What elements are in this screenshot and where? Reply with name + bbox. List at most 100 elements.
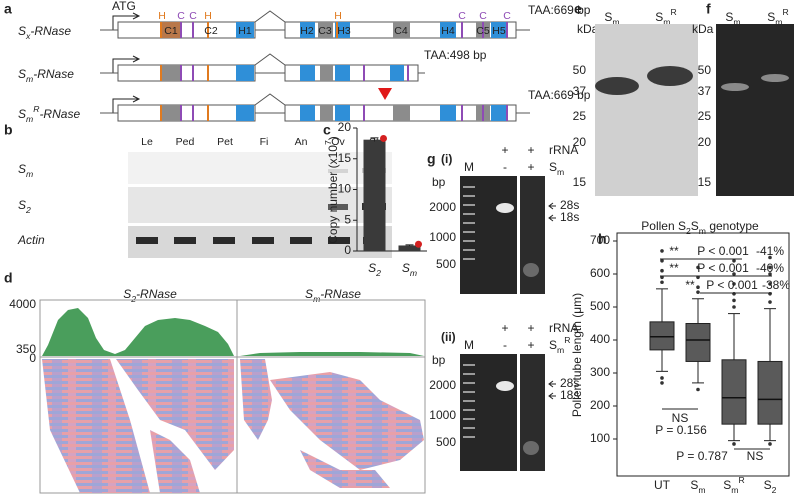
panel-label: a: [4, 1, 12, 17]
gel: [595, 24, 698, 196]
text-part: R: [738, 475, 744, 485]
lane-sign: -: [503, 338, 507, 352]
ladder-band: [463, 409, 475, 411]
point: [380, 134, 387, 142]
ladder-band: [463, 418, 475, 420]
coverage-label: 4000: [9, 297, 36, 311]
domain-label: C3: [318, 25, 332, 37]
marker-label: 500: [436, 257, 456, 271]
marker-label: 20: [573, 135, 587, 149]
plot-frame: [616, 232, 790, 477]
outlier: [732, 259, 736, 263]
y-tick-label: 200: [590, 398, 610, 412]
ladder-band: [463, 373, 475, 375]
outlier: [660, 249, 664, 253]
lane-label: SmR: [655, 7, 676, 27]
gel: [128, 152, 392, 184]
text-part: S: [691, 219, 699, 233]
marker-label: 15: [573, 175, 587, 189]
box: [721, 359, 747, 425]
lane-label: Sm: [604, 10, 619, 27]
bar: [363, 139, 386, 251]
band: [523, 263, 539, 277]
panel-a: ATG Sx-RNase Sm-RNase SmR-RNase TAA:669 …: [18, 0, 591, 124]
lane-sign: +: [501, 321, 508, 335]
site-labels: H C C H H C C C: [158, 10, 511, 22]
text-part: 2: [772, 485, 777, 495]
tissue-label: Fi: [260, 136, 269, 148]
ladder-band: [463, 436, 475, 438]
marker-label: 25: [573, 109, 587, 123]
y-axis-label: Copy number (x107): [323, 136, 340, 244]
y-tick-label: 5: [344, 212, 351, 226]
ladder-band: [463, 231, 475, 233]
ladder-band: [463, 195, 475, 197]
outlier: [768, 265, 772, 270]
outlier: [660, 280, 664, 285]
text-part: S: [18, 24, 26, 38]
text-part: S: [18, 162, 26, 176]
domains: [160, 88, 508, 121]
row-label: Sm: [549, 160, 564, 177]
significance: **: [669, 261, 679, 275]
text-part: S: [402, 261, 410, 275]
significance: **: [669, 244, 679, 258]
change: -38%: [762, 278, 790, 292]
text-part: -RNase: [30, 24, 71, 38]
ladder-band: [463, 391, 475, 393]
coverage-label: 350: [16, 342, 36, 356]
marker-label: 50: [573, 63, 587, 77]
domain-label: C5: [476, 25, 490, 37]
track-title: S2-RNase: [123, 287, 177, 304]
arrow: [112, 12, 141, 30]
ladder-band: [463, 186, 475, 188]
gel: [460, 176, 517, 294]
y-tick-label: 20: [338, 120, 352, 134]
arrow: [112, 95, 141, 113]
outlier: [696, 290, 700, 294]
text-part: 2: [686, 226, 691, 236]
lane-sign: +: [527, 143, 534, 157]
text-part: S: [767, 10, 775, 24]
site-label: C: [458, 10, 466, 22]
reads: [42, 359, 424, 493]
bar: [398, 245, 421, 251]
text-part: -RNase: [320, 287, 361, 301]
p-value: P < 0.001: [697, 261, 749, 275]
y-tick-label: 400: [590, 332, 610, 346]
start-codon: ATG: [112, 0, 136, 13]
ladder-band: [463, 258, 475, 260]
change: -41%: [756, 244, 784, 258]
outlier: [768, 442, 772, 446]
stop-label: TAA:498 bp: [424, 48, 487, 62]
row-label: S2: [18, 198, 31, 215]
text-part: m: [410, 268, 417, 278]
domain-label: H3: [337, 25, 351, 37]
ladder-band: [463, 204, 475, 206]
domains: [160, 22, 508, 38]
x-tick-label: S2: [368, 261, 381, 278]
text-part: m: [663, 17, 670, 27]
site-label: H: [158, 10, 166, 22]
panel-label: c: [323, 122, 331, 138]
ladder-band: [463, 427, 475, 429]
outlier: [732, 442, 736, 446]
outlier: [768, 272, 772, 276]
domain-label: H1: [238, 25, 252, 37]
text-part: R: [782, 7, 788, 17]
outlier: [696, 387, 700, 392]
marker-label: 1000: [429, 408, 456, 422]
site-label: C: [503, 10, 511, 22]
text-part: Copy number (x10: [326, 145, 340, 244]
box: [649, 321, 675, 351]
text-part: 2: [375, 268, 381, 278]
change: -40%: [756, 261, 784, 275]
intron: [254, 10, 286, 23]
domain-label: H2: [300, 25, 314, 37]
y-tick-label: 600: [590, 266, 610, 280]
outlier: [660, 376, 664, 380]
band: [496, 203, 514, 213]
marker-label: 50: [698, 63, 712, 77]
gene-name: SmR-RNase: [18, 104, 80, 124]
